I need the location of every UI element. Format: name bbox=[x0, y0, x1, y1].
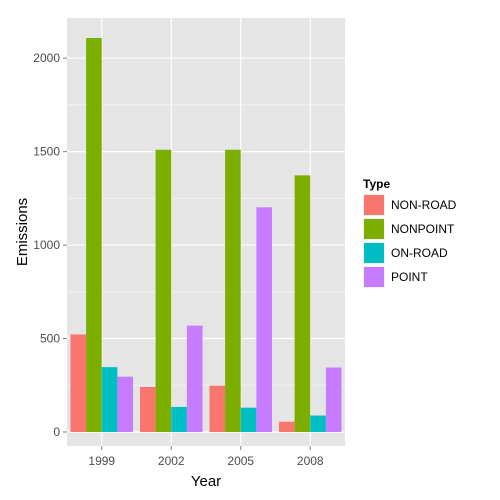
bar-on-road-2008 bbox=[310, 415, 326, 432]
legend-label: NONPOINT bbox=[391, 222, 455, 236]
legend-key-nonpoint bbox=[364, 219, 384, 239]
x-tick-label: 1999 bbox=[88, 454, 115, 468]
bar-nonpoint-2008 bbox=[294, 175, 311, 432]
legend: Type NON-ROAD NONPOINT ON-ROAD POINT bbox=[363, 177, 457, 288]
bar-on-road-1999 bbox=[101, 367, 118, 432]
legend-key-non-road bbox=[364, 195, 384, 215]
bar-nonpoint-2002 bbox=[155, 149, 172, 432]
bars bbox=[70, 37, 342, 432]
x-axis: 1999 2002 2005 2008 bbox=[88, 446, 324, 468]
bar-point-1999 bbox=[117, 376, 134, 432]
x-tick-label: 2002 bbox=[158, 454, 185, 468]
y-axis: 0 500 1000 1500 2000 bbox=[33, 51, 67, 439]
bar-nonpoint-2005 bbox=[225, 149, 241, 432]
legend-label: POINT bbox=[391, 270, 428, 284]
y-tick-label: 0 bbox=[53, 425, 60, 439]
x-tick-label: 2008 bbox=[297, 454, 324, 468]
legend-label: NON-ROAD bbox=[391, 198, 457, 212]
y-tick-label: 1500 bbox=[33, 145, 60, 159]
x-axis-title: Year bbox=[191, 473, 221, 490]
y-tick-label: 2000 bbox=[33, 51, 60, 65]
bar-non-road-1999 bbox=[70, 334, 87, 432]
x-tick-label: 2005 bbox=[227, 454, 254, 468]
bar-point-2005 bbox=[256, 207, 273, 432]
legend-label: ON-ROAD bbox=[391, 246, 448, 260]
y-tick-label: 1000 bbox=[33, 238, 60, 252]
bar-on-road-2005 bbox=[240, 407, 257, 432]
bar-nonpoint-1999 bbox=[86, 37, 102, 432]
bar-point-2002 bbox=[186, 325, 203, 432]
bar-non-road-2005 bbox=[209, 385, 226, 432]
legend-key-point bbox=[364, 267, 384, 287]
legend-title: Type bbox=[363, 177, 390, 191]
bar-on-road-2002 bbox=[171, 406, 187, 432]
legend-key-on-road bbox=[364, 243, 384, 263]
y-axis-title: Emissions bbox=[14, 198, 31, 266]
y-tick-label: 500 bbox=[40, 332, 60, 346]
bar-non-road-2008 bbox=[278, 421, 295, 432]
bar-point-2008 bbox=[325, 367, 342, 432]
bar-non-road-2002 bbox=[139, 386, 156, 432]
